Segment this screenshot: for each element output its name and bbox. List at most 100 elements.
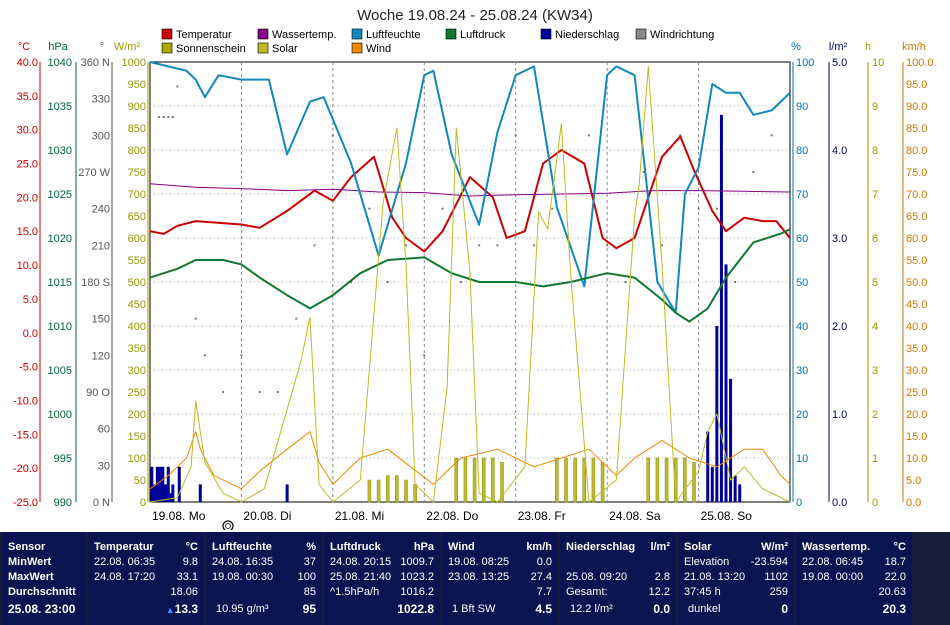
axis-tick-hum: 70: [796, 189, 808, 201]
sunshine-bar: [655, 457, 660, 503]
axis-tick-wind: 30.0: [906, 365, 927, 377]
axis-tick-hum: 10: [796, 453, 808, 465]
wind-dir-point: [162, 116, 165, 118]
wind-dir-point: [167, 116, 170, 118]
series-luftfeuchte: [149, 61, 791, 314]
temperatur-min-time: 22.08. 06:35: [94, 556, 156, 568]
axis-unit-dir: °: [100, 41, 104, 53]
col-sensor: Sensor MinWert MaxWert Durchschnitt 25.0…: [2, 532, 86, 625]
axis-tick-wind: 50.0: [906, 277, 927, 289]
sunshine-bar: [367, 479, 372, 503]
axis-unit-labels: °C hPa ° W/m²% l/m² h km/h: [18, 41, 926, 53]
axis-tick-solar: 250: [128, 387, 146, 399]
legend-swatch: [161, 42, 173, 54]
wind-dir-point: [158, 116, 161, 118]
axis-tick-press: 1025: [48, 189, 72, 201]
axis-tick-solar: 50: [134, 475, 146, 487]
axis-tick-wind: 5.0: [906, 475, 921, 487]
legend-swatch: [351, 28, 363, 40]
x-tick-label: 19.08. Mo: [152, 509, 206, 523]
col-wind: Wind km/h 19.08. 08:25 0.0 23.08. 13:25 27.…: [442, 532, 558, 625]
wind-dir-point: [194, 317, 197, 320]
legend-label: Wassertemp.: [272, 29, 336, 41]
axis-tick-temp: -5.0: [19, 362, 38, 374]
col-temperatur: Temperatur °C 22.08. 06:35 9.8 24.08. 17:2…: [88, 532, 204, 625]
scroll-handle[interactable]: [222, 520, 234, 530]
col-luftfeuchte: Luftfeuchte% 24.08. 16:35 37 19.08. 00:30…: [206, 532, 322, 625]
x-tick-label: 21.08. Mi: [335, 509, 384, 523]
wassertemp-min-time: 22.08. 06:45: [802, 556, 864, 568]
axis-tick-rain: 5.0: [832, 57, 847, 69]
wind-dir-point: [642, 171, 645, 173]
wind-avg: 7.7: [536, 586, 552, 598]
legend-label: Wind: [366, 43, 391, 55]
rain-bar: [719, 114, 723, 503]
x-tick-label: 24.08. Sa: [609, 509, 661, 523]
luftfeuchte-max: 100: [297, 571, 316, 583]
rain-bar: [155, 466, 159, 502]
col-wassertemp: Wassertemp. °C 22.08. 06:45 18.7 19.08. 00…: [796, 532, 912, 625]
axis-tick-sun: 1: [872, 453, 878, 465]
axis-tick-press: 1005: [48, 365, 72, 377]
axis-tick-temp: 10.0: [17, 260, 38, 272]
sunshine-bar: [491, 457, 495, 503]
axis-tick-temp: -25.0: [13, 497, 38, 509]
luftdruck-now: 1022.8: [397, 602, 434, 616]
wind-dir-point: [277, 391, 279, 393]
wind-dir-point: [313, 244, 316, 247]
chart-title: Woche 19.08.24 - 25.08.24 (KW34): [357, 7, 593, 24]
axis-tick-solar: 900: [128, 101, 146, 113]
legend-label: Niederschlag: [555, 29, 619, 41]
axis-tick-temp: 25.0: [17, 159, 38, 171]
luftdruck-min: 1009.7: [400, 556, 434, 568]
solar-elevation: -23.594: [750, 556, 788, 568]
luftfeuchte-unit: %: [306, 541, 316, 553]
wind-dir-point: [176, 85, 179, 88]
wind-dir-point: [368, 207, 371, 210]
axis-tick-solar: 200: [128, 409, 146, 421]
wind-dir-point: [441, 207, 444, 210]
legend-label: Sonnenschein: [176, 43, 246, 55]
luftfeuchte-avg: 85: [303, 586, 316, 598]
rain-bar: [733, 475, 737, 502]
niederschlag-unit: l/m²: [650, 541, 670, 553]
col-niederschlag: Niederschlag l/m² 25.08. 09:20 2.8 Gesamt:…: [560, 532, 676, 625]
axis-tick-wind: 60.0: [906, 233, 927, 245]
axis-tick-solar: 500: [128, 277, 146, 289]
axis-tick-press: 1035: [48, 101, 72, 113]
axis-tick-wind: 45.0: [906, 299, 927, 311]
axis-tick-dir: 330: [92, 94, 110, 106]
legend-label: Temperatur: [176, 29, 232, 41]
axis-tick-sun: 8: [872, 145, 878, 157]
axis-tick-press: 1040: [48, 57, 72, 69]
wind-dir-point: [496, 244, 499, 247]
now-timestamp: 25.08. 23:00: [8, 602, 76, 616]
axis-tick-solar: 550: [128, 255, 146, 267]
axis-tick-dir: 60: [98, 424, 110, 436]
axis-unit-wind: km/h: [902, 41, 926, 53]
rain-bar: [153, 484, 157, 502]
axis-tick-press: 990: [54, 497, 72, 509]
chart-marks: [149, 61, 791, 503]
axis-tick-solar: 0: [140, 497, 146, 509]
sunshine-bar: [472, 457, 477, 503]
legend-swatch: [540, 28, 552, 40]
axis-tick-rain: 1.0: [832, 409, 847, 421]
rain-bar: [724, 264, 728, 502]
solar-state: dunkel: [688, 603, 721, 615]
axis-tick-hum: 40: [796, 321, 808, 333]
axis-tick-wind: 25.0: [906, 387, 927, 399]
axis-tick-sun: 2: [872, 409, 878, 421]
wind-dir-point: [697, 207, 700, 210]
wassertemp-now: 20.3: [882, 602, 906, 616]
axis-tick-hum: 0: [796, 497, 802, 509]
axis-tick-dir: 0 N: [93, 497, 110, 509]
axis-tick-wind: 75.0: [906, 167, 927, 179]
axis-tick-wind: 20.0: [906, 409, 927, 421]
rain-bar: [710, 466, 714, 502]
chart-legend: Temperatur Wassertemp. Luftfeuchte Luftdruc…: [161, 28, 714, 55]
niederschlag-now: 0.0: [653, 602, 670, 616]
axis-tick-wind: 15.0: [906, 431, 927, 443]
rain-bar: [729, 378, 733, 502]
wassertemp-label: Wassertemp.: [802, 541, 871, 553]
